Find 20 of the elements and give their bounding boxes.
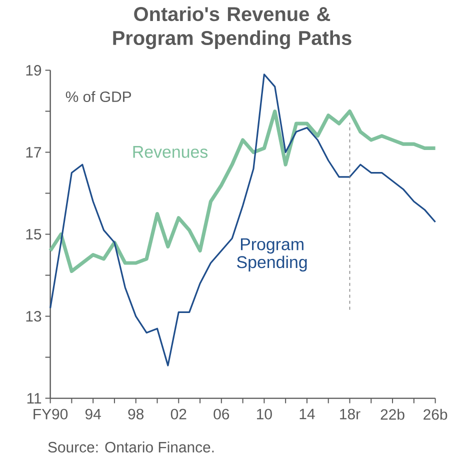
x-tick-label: 26b xyxy=(424,408,448,420)
source-note: Source: Ontario Finance. xyxy=(48,442,214,452)
y-tick-label: 17 xyxy=(26,147,42,158)
y-tick-label: 19 xyxy=(26,65,42,76)
x-tick-label: 10 xyxy=(257,408,272,420)
x-tick-label: 22b xyxy=(380,408,404,420)
x-tick-label: FY90 xyxy=(34,408,68,420)
x-tick-label: 06 xyxy=(214,408,230,420)
y-axis-title: % of GDP xyxy=(66,91,131,102)
x-tick-label: 02 xyxy=(170,408,186,420)
series-label: Revenues xyxy=(133,146,208,158)
x-tick-label: 94 xyxy=(85,408,101,420)
chart-title: Ontario's Revenue & Program Spending Paths xyxy=(113,6,352,50)
y-tick-label: 15 xyxy=(26,229,42,240)
x-tick-label: 98 xyxy=(128,408,144,420)
y-tick-label: 11 xyxy=(27,393,42,404)
y-tick-label: 13 xyxy=(26,311,42,322)
x-tick-label: 14 xyxy=(300,408,315,420)
series-label: Program Spending xyxy=(237,238,307,272)
x-tick-label: 18r xyxy=(340,408,360,420)
